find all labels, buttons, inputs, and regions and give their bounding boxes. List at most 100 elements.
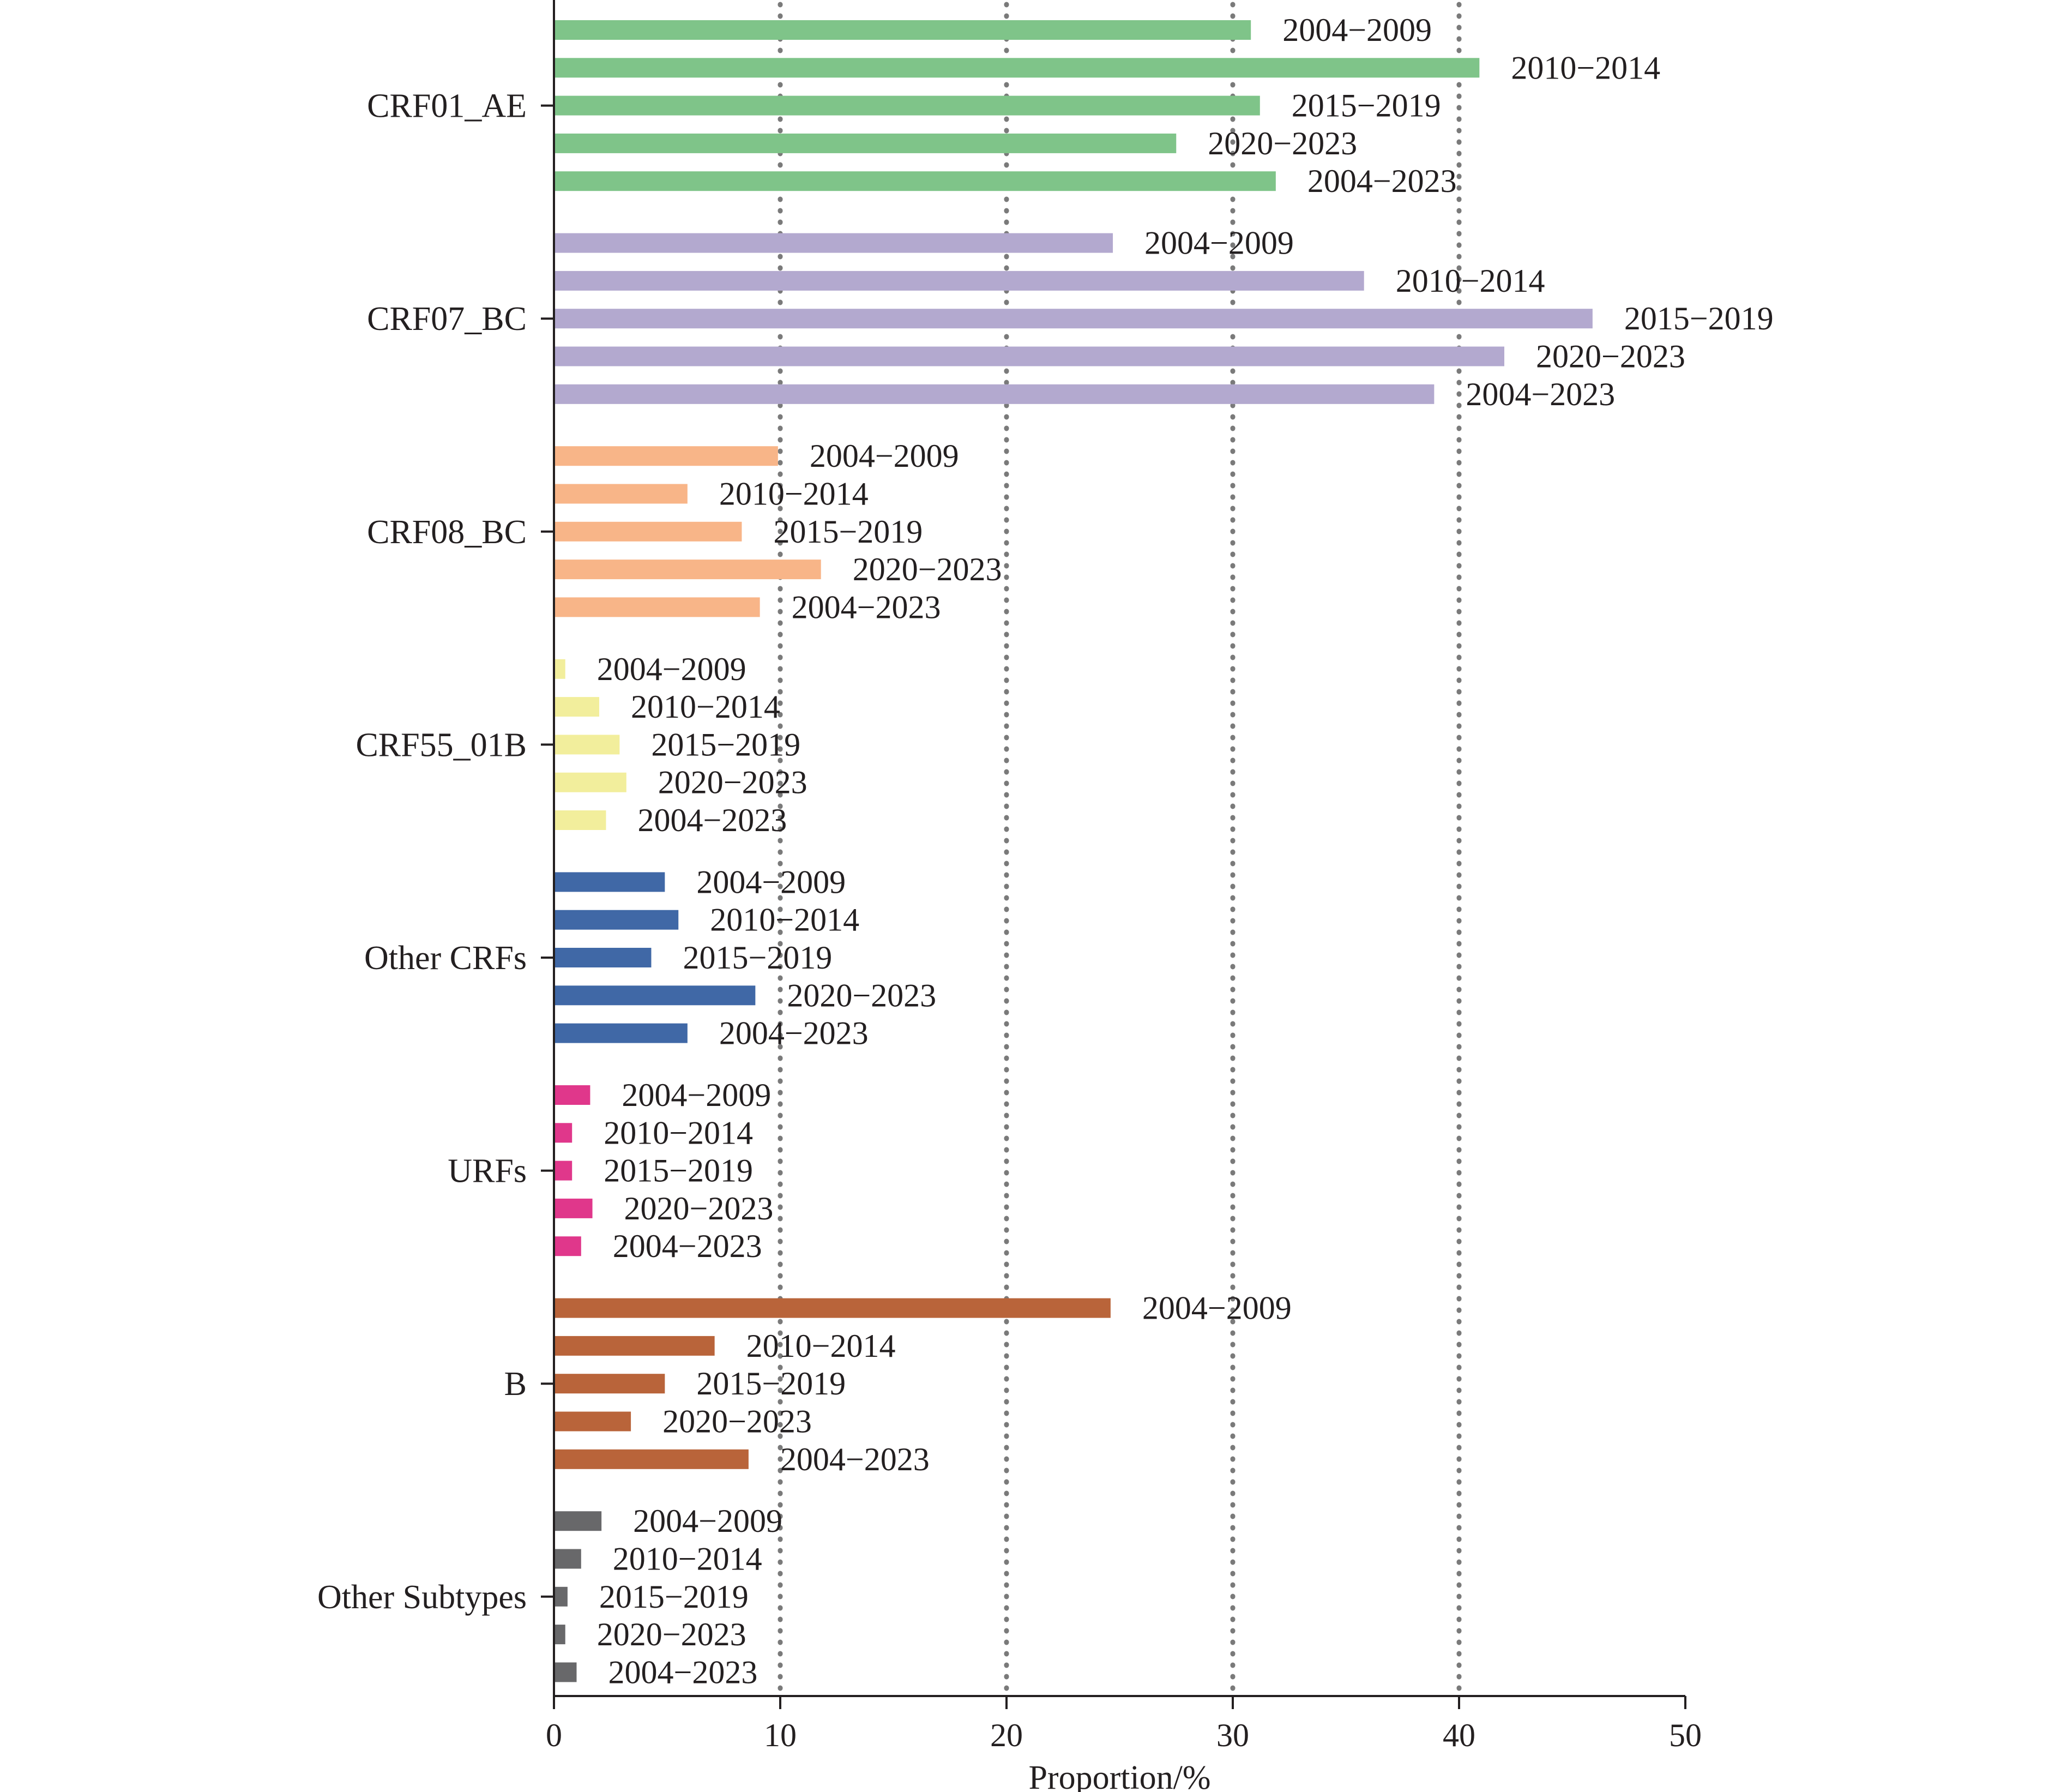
bar-label: 2004−2023 [719, 1015, 869, 1051]
bar-label: 2020−2023 [662, 1404, 812, 1440]
bar [554, 985, 756, 1006]
y-category-label: Other CRFs [364, 940, 527, 977]
bar-label: 2004−2023 [792, 589, 941, 625]
bar [554, 560, 821, 580]
bar [554, 948, 652, 967]
bar-label: 2010−2014 [613, 1541, 762, 1577]
x-tick-label: 20 [990, 1717, 1023, 1753]
bar [554, 1160, 572, 1181]
bar [554, 521, 742, 542]
y-axis-categories: CRF01_AE CRF07_BC CRF08_BC CRF55_01B Other C… [317, 88, 554, 1616]
bar-label: 2004−2009 [1144, 225, 1294, 261]
y-category-label: Other Subtypes [317, 1579, 527, 1616]
bar [554, 58, 1480, 78]
bar [554, 772, 626, 792]
x-axis-ticks: 0 10 20 30 40 50 [546, 1696, 1702, 1753]
bar-label: 2015−2019 [696, 1366, 846, 1402]
bar-labels: 2004−20092010−20142015−20192020−20232004… [597, 12, 1774, 1690]
bar-label: 2004−2009 [622, 1077, 771, 1113]
bar-label: 2020−2023 [1536, 339, 1685, 375]
gridlines [778, 2, 1462, 1697]
axes [553, 0, 1685, 1697]
bar [554, 1549, 581, 1569]
bar [554, 810, 606, 830]
bar-label: 2004−2009 [633, 1503, 782, 1539]
bar [554, 133, 1177, 153]
bar [554, 1123, 572, 1143]
bar [554, 1298, 1111, 1318]
bar [554, 171, 1276, 191]
bar [554, 597, 760, 617]
bar [554, 1198, 593, 1218]
bar [554, 1085, 590, 1105]
bar-label: 2004−2023 [780, 1441, 930, 1477]
bar [554, 446, 778, 466]
x-tick-label: 10 [764, 1717, 797, 1753]
bar-label: 2020−2023 [787, 977, 936, 1013]
y-category-label: CRF07_BC [367, 300, 527, 338]
bar [554, 1374, 665, 1394]
bar-label: 2020−2023 [658, 765, 807, 801]
bar-label: 2004−2023 [1307, 163, 1457, 199]
bar [554, 1586, 568, 1607]
bar [554, 1662, 577, 1682]
bar [554, 735, 620, 755]
y-category-label: CRF55_01B [355, 726, 527, 763]
bar [554, 1336, 715, 1356]
bar-label: 2010−2014 [746, 1328, 896, 1364]
bar-label: 2004−2009 [696, 864, 846, 900]
bar [554, 309, 1593, 329]
bar [554, 872, 665, 892]
bar [554, 95, 1260, 116]
bar-label: 2015−2019 [599, 1579, 749, 1615]
bar-label: 2020−2023 [853, 551, 1002, 587]
bar-label: 2010−2014 [631, 689, 780, 725]
x-tick-label: 0 [546, 1717, 562, 1753]
bar [554, 484, 688, 504]
x-tick-label: 50 [1669, 1717, 1702, 1753]
bar-label: 2015−2019 [1292, 88, 1441, 124]
bar-label: 2004−2009 [1282, 12, 1432, 48]
x-tick-label: 30 [1216, 1717, 1249, 1753]
bar-label: 2010−2014 [719, 476, 869, 512]
bar-label: 2004−2023 [1466, 376, 1615, 412]
bar [554, 1449, 749, 1469]
bar [554, 1511, 602, 1531]
bar [554, 697, 599, 717]
bar-label: 2004−2009 [810, 438, 959, 474]
bar-label: 2004−2009 [1142, 1290, 1292, 1326]
bar-label: 2004−2023 [637, 802, 787, 838]
x-axis-label: Proportion/% [1028, 1759, 1210, 1792]
y-category-label: URFs [448, 1153, 527, 1190]
bar [554, 1625, 565, 1645]
bar-label: 2010−2014 [1396, 263, 1545, 299]
y-category-label: B [504, 1366, 527, 1403]
bar [554, 910, 679, 930]
bar-label: 2010−2014 [710, 902, 859, 938]
y-category-label: CRF01_AE [367, 88, 527, 125]
bar-label: 2020−2023 [597, 1616, 746, 1652]
bar-label: 2004−2023 [613, 1228, 762, 1264]
y-category-label: CRF08_BC [367, 514, 527, 551]
bar-label: 2015−2019 [773, 514, 923, 550]
bar-label: 2020−2023 [1208, 125, 1357, 161]
x-tick-label: 40 [1443, 1717, 1475, 1753]
bar-label: 2004−2023 [608, 1654, 758, 1690]
bar-label: 2015−2019 [683, 940, 832, 976]
bar-label: 2020−2023 [624, 1190, 774, 1226]
bar [554, 346, 1504, 366]
bar [554, 233, 1113, 253]
bar-label: 2015−2019 [604, 1153, 753, 1189]
bar [554, 659, 565, 679]
bar-label: 2015−2019 [1624, 300, 1774, 336]
bar [554, 384, 1435, 404]
bar-label: 2015−2019 [651, 726, 800, 762]
bar [554, 270, 1364, 291]
bars [554, 20, 1593, 1682]
bar [554, 1411, 631, 1432]
bar [554, 20, 1251, 40]
bar [554, 1023, 688, 1043]
bar-label: 2010−2014 [604, 1115, 753, 1151]
bar-label: 2010−2014 [1511, 50, 1660, 86]
